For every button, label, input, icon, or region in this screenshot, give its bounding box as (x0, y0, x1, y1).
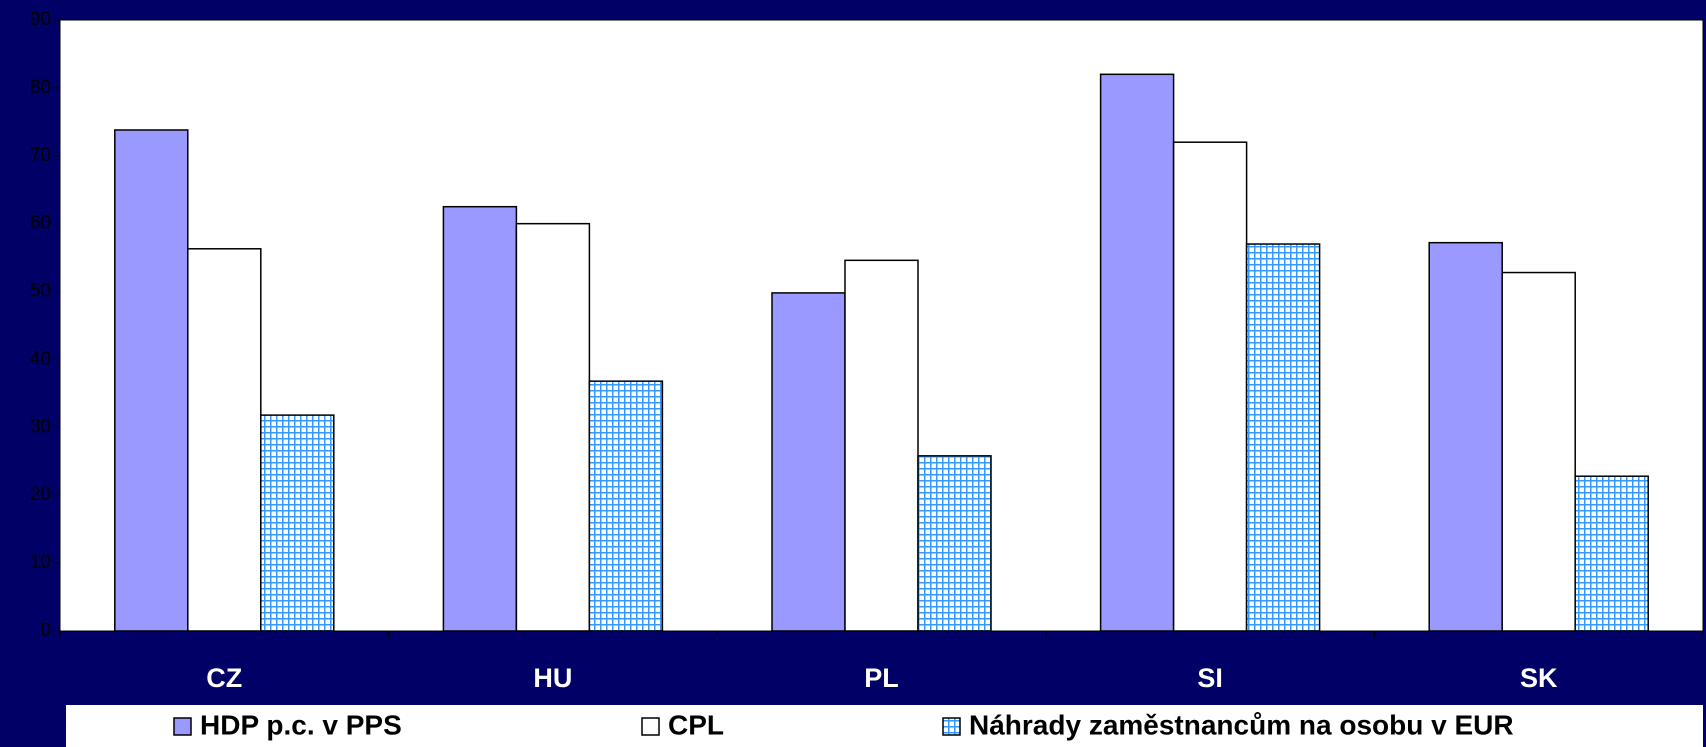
y-tick-label: 90 (30, 9, 51, 30)
x-tick-label: PL (864, 663, 899, 693)
legend-label: CPL (668, 709, 724, 740)
legend-swatch (641, 717, 660, 736)
y-tick-label: 80 (30, 77, 51, 98)
bar (588, 380, 664, 632)
legend-label: Náhrady zaměstnancům na osobu v EUR (969, 709, 1514, 740)
bar (1501, 271, 1576, 632)
bar (442, 205, 518, 632)
x-tick-label: CZ (206, 663, 242, 693)
y-tick-label: 0 (40, 620, 51, 641)
x-tick-label: SI (1197, 663, 1223, 693)
legend (66, 705, 1703, 747)
bar (1574, 475, 1649, 632)
y-tick-label: 70 (30, 145, 51, 166)
bar (260, 414, 335, 632)
legend-swatch (173, 717, 192, 736)
bar (187, 248, 262, 632)
x-tick-label: HU (533, 663, 572, 693)
bar (1172, 141, 1248, 632)
y-tick-label: 50 (30, 281, 51, 302)
y-tick-label: 40 (30, 348, 51, 369)
x-tick-label: SK (1520, 663, 1558, 693)
bar (1099, 73, 1175, 632)
bar (1428, 241, 1503, 632)
y-tick-label: 60 (30, 213, 51, 234)
bar (515, 222, 591, 632)
legend-label: HDP p.c. v PPS (200, 709, 402, 740)
legend-swatch (942, 717, 961, 736)
bar (114, 129, 189, 632)
bar (917, 455, 992, 632)
bar (771, 292, 846, 632)
y-tick-label: 10 (30, 552, 51, 573)
y-tick-label: 30 (30, 416, 51, 437)
bar (844, 259, 919, 632)
bar (1245, 243, 1321, 632)
y-tick-label: 20 (30, 484, 51, 505)
